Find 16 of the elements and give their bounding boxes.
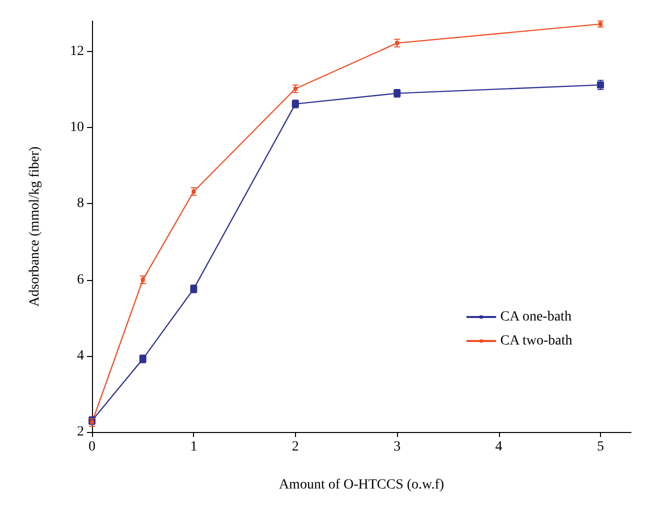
legend-label: CA two-bath bbox=[500, 334, 572, 348]
x-tick-label: 3 bbox=[394, 440, 401, 454]
legend-label: CA one-bath bbox=[500, 310, 572, 324]
y-tick-label: 4 bbox=[77, 348, 84, 364]
y-tick-label: 12 bbox=[70, 44, 84, 59]
x-tick-label: 0 bbox=[88, 440, 96, 454]
y-tick-label: 10 bbox=[70, 120, 84, 136]
y-tick-label: 2 bbox=[77, 424, 84, 440]
x-tick-label: 1 bbox=[190, 440, 198, 454]
x-tick-label: 5 bbox=[596, 440, 604, 454]
x-axis-title: Amount of O-HTCCS (o.w.f) bbox=[278, 478, 444, 492]
x-tick-label: 2 bbox=[292, 440, 299, 454]
y-tick-label: 6 bbox=[77, 272, 84, 288]
y-tick-label: 8 bbox=[77, 196, 84, 212]
y-axis-title: Adsorbance (mmol/kg fiber) bbox=[28, 146, 42, 307]
x-tick-label: 4 bbox=[495, 440, 502, 454]
